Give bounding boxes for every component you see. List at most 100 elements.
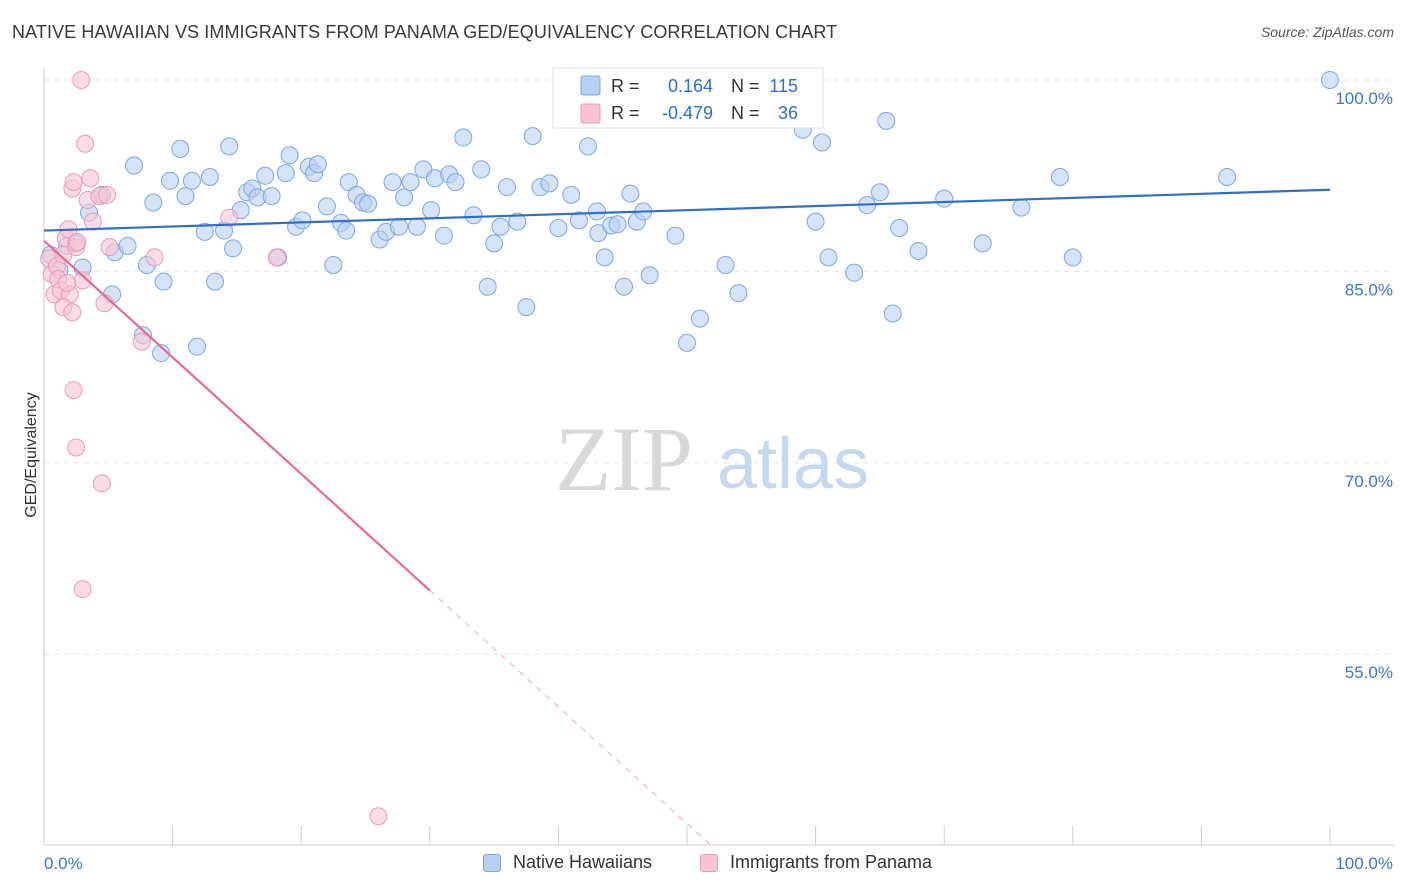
stats-n-label-pink: N = <box>731 103 760 123</box>
point-native-hawaiians-20 <box>176 187 195 206</box>
watermark-zip: ZIP <box>555 408 693 510</box>
x-tick-labels: 0.0% 100.0% <box>44 854 1393 873</box>
trend-line-native-hawaiians <box>43 188 1331 232</box>
point-native-hawaiians-65 <box>464 206 483 225</box>
stats-r-value-pink: -0.479 <box>662 103 713 123</box>
trend-line-immigrants-from-panama-extension <box>429 590 714 848</box>
point-native-hawaiians-15 <box>144 193 163 212</box>
stats-n-value-pink: 36 <box>778 103 798 123</box>
point-immigrants-from-panama-34 <box>369 807 388 826</box>
stats-legend: R = 0.164 N = 115 R = -0.479 N = 36 <box>552 67 824 129</box>
point-native-hawaiians-82 <box>595 248 614 267</box>
point-native-hawaiians-56 <box>401 173 420 192</box>
legend-item-native-hawaiians[interactable]: Native Hawaiians <box>483 852 652 873</box>
stats-legend-swatch-pink <box>580 103 601 124</box>
point-native-hawaiians-105 <box>909 241 928 260</box>
point-native-hawaiians-59 <box>422 201 441 220</box>
series-native-hawaiians <box>41 71 1339 363</box>
point-native-hawaiians-19 <box>171 139 190 158</box>
stats-r-label-blue: R = <box>611 76 640 96</box>
point-native-hawaiians-23 <box>195 222 214 241</box>
point-native-hawaiians-94 <box>729 284 748 303</box>
point-native-hawaiians-18 <box>161 171 180 190</box>
y-tick-label-1: 70.0% <box>1345 472 1393 491</box>
point-native-hawaiians-109 <box>1050 167 1069 186</box>
point-native-hawaiians-80 <box>587 202 606 221</box>
axes <box>43 68 1394 846</box>
watermark: ZIP atlas <box>555 408 869 510</box>
x-tick-label-0: 0.0% <box>44 854 83 873</box>
point-native-hawaiians-37 <box>280 146 299 165</box>
y-axis-title: GED/Equivalency <box>23 392 40 517</box>
point-native-hawaiians-89 <box>640 266 659 285</box>
point-native-hawaiians-106 <box>935 189 954 208</box>
point-native-hawaiians-42 <box>308 155 327 174</box>
point-native-hawaiians-50 <box>359 194 378 213</box>
point-immigrants-from-panama-22 <box>98 185 117 204</box>
point-native-hawaiians-28 <box>224 239 243 258</box>
point-native-hawaiians-21 <box>182 171 201 190</box>
y-tick-labels: 55.0% 70.0% 85.0% 100.0% <box>1335 89 1393 682</box>
legend-swatch-pink <box>700 853 718 872</box>
bottom-legend: Native Hawaiians Immigrants from Panama <box>0 852 1406 878</box>
point-native-hawaiians-107 <box>973 234 992 253</box>
point-native-hawaiians-57 <box>407 217 426 236</box>
point-immigrants-from-panama-15 <box>68 233 87 252</box>
point-native-hawaiians-91 <box>678 333 696 352</box>
point-native-hawaiians-71 <box>508 212 527 231</box>
point-immigrants-from-panama-18 <box>81 169 100 188</box>
y-tick-label-2: 85.0% <box>1345 280 1393 299</box>
point-native-hawaiians-64 <box>454 128 473 147</box>
point-native-hawaiians-25 <box>206 272 225 291</box>
point-native-hawaiians-22 <box>188 337 207 356</box>
point-native-hawaiians-96 <box>806 212 825 231</box>
point-immigrants-from-panama-33 <box>73 580 92 599</box>
point-native-hawaiians-84 <box>608 215 627 234</box>
point-native-hawaiians-97 <box>813 133 832 152</box>
legend-swatch-blue <box>483 853 501 872</box>
point-native-hawaiians-78 <box>569 211 588 230</box>
point-immigrants-from-panama-0 <box>72 71 91 89</box>
point-immigrants-from-panama-27 <box>267 248 286 267</box>
legend-item-immigrants-from-panama[interactable]: Immigrants from Panama <box>700 852 932 873</box>
point-native-hawaiians-17 <box>154 272 173 291</box>
point-immigrants-from-panama-25 <box>145 248 164 267</box>
point-native-hawaiians-1 <box>1321 71 1339 89</box>
point-native-hawaiians-63 <box>446 173 465 192</box>
point-native-hawaiians-55 <box>395 188 414 207</box>
point-native-hawaiians-11 <box>118 236 137 255</box>
point-native-hawaiians-103 <box>883 304 902 323</box>
point-native-hawaiians-27 <box>220 137 239 156</box>
watermark-atlas: atlas <box>717 424 869 504</box>
chart-title: NATIVE HAWAIIAN VS IMMIGRANTS FROM PANAM… <box>12 22 838 42</box>
point-native-hawaiians-111 <box>1218 167 1237 186</box>
point-native-hawaiians-67 <box>478 277 497 296</box>
point-native-hawaiians-79 <box>578 137 597 156</box>
legend-label-immigrants-from-panama: Immigrants from Panama <box>730 852 933 872</box>
point-native-hawaiians-39 <box>293 211 312 230</box>
legend-label-native-hawaiians: Native Hawaiians <box>513 852 653 872</box>
y-tick-label-3: 100.0% <box>1335 89 1393 108</box>
point-native-hawaiians-44 <box>324 256 343 275</box>
trend-lines <box>43 188 1331 848</box>
stats-r-value-blue: 0.164 <box>668 76 713 96</box>
stats-n-value-blue: 115 <box>769 76 798 96</box>
point-native-hawaiians-68 <box>485 234 504 253</box>
point-native-hawaiians-90 <box>666 226 685 245</box>
point-native-hawaiians-92 <box>690 309 709 328</box>
point-native-hawaiians-53 <box>383 173 402 192</box>
point-native-hawaiians-104 <box>890 219 909 238</box>
point-native-hawaiians-72 <box>517 298 536 317</box>
point-immigrants-from-panama-24 <box>132 332 151 351</box>
point-native-hawaiians-69 <box>491 217 510 236</box>
point-native-hawaiians-34 <box>262 187 281 206</box>
point-immigrants-from-panama-21 <box>95 294 114 313</box>
stats-r-label-pink: R = <box>611 103 640 123</box>
point-immigrants-from-panama-26 <box>220 208 239 227</box>
point-native-hawaiians-43 <box>317 197 336 216</box>
grid-lines <box>44 79 1390 655</box>
point-native-hawaiians-98 <box>819 248 838 267</box>
point-native-hawaiians-86 <box>621 184 640 203</box>
point-immigrants-from-panama-13 <box>64 173 83 192</box>
point-immigrants-from-panama-19 <box>83 212 102 231</box>
